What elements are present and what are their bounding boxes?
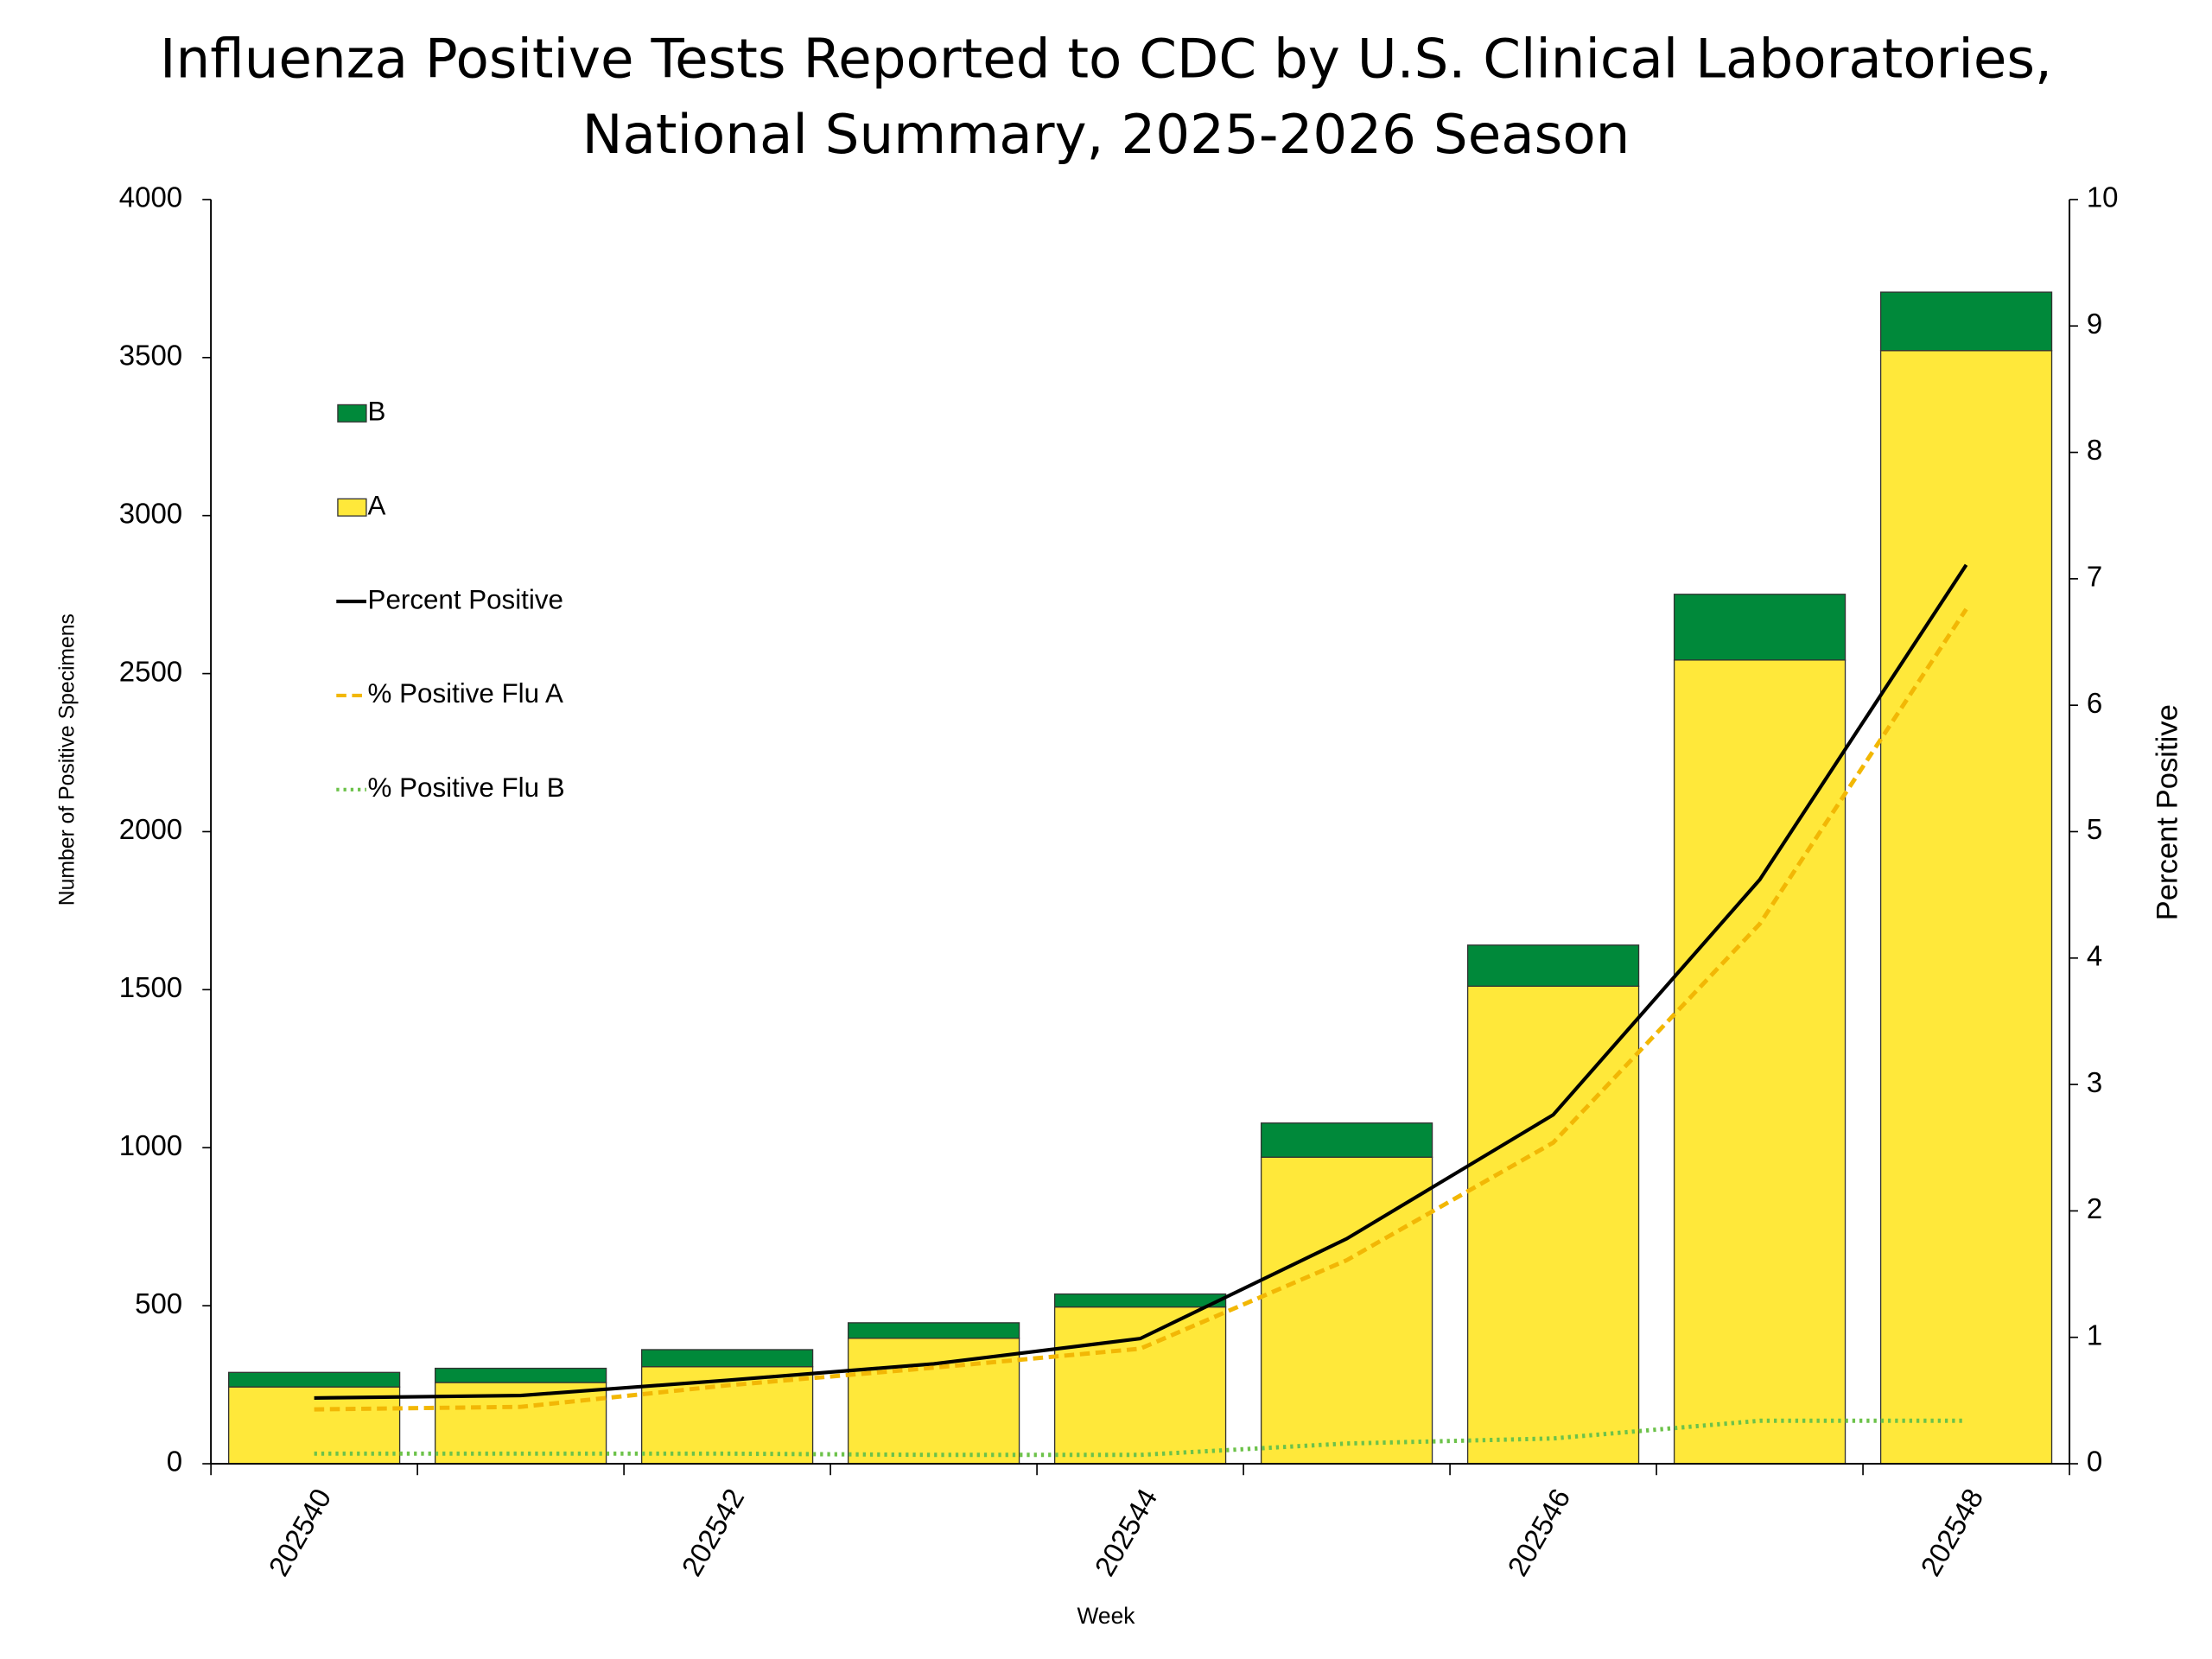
x-tick-label: 202546: [1501, 1483, 1576, 1581]
legend-label: % Positive Flu A: [368, 678, 563, 709]
y2-tick-label: 5: [2087, 813, 2102, 845]
y-tick-label: 2000: [119, 813, 182, 845]
y-tick-label: 500: [135, 1287, 182, 1319]
legend-label: A: [368, 490, 386, 520]
y2-tick-label: 10: [2087, 181, 2119, 213]
y2-axis-label: Percent Positive: [2152, 704, 2184, 920]
y2-tick-label: 4: [2087, 940, 2102, 972]
line: [314, 607, 1968, 1412]
bar: [1879, 350, 2053, 1465]
y2-tick-label: 9: [2087, 308, 2102, 340]
x-tick-label: 202544: [1088, 1483, 1163, 1581]
y-tick-label: 2500: [119, 655, 182, 687]
y-axis-label: Number of Positive Specimens: [56, 613, 79, 906]
y2-tick-label: 7: [2087, 561, 2102, 593]
y-tick-label: 4000: [119, 181, 182, 213]
y2-tick-label: 0: [2087, 1446, 2102, 1478]
bar: [1879, 291, 2053, 352]
bar: [227, 1371, 401, 1388]
y2-tick-label: 6: [2087, 687, 2102, 719]
y-tick-label: 1500: [119, 971, 182, 1003]
y2-tick-label: 2: [2087, 1192, 2102, 1224]
y2-tick-label: 1: [2087, 1319, 2102, 1351]
y2-tick-label: 8: [2087, 434, 2102, 466]
x-tick-label: 202540: [262, 1483, 337, 1581]
chart-title: Influenza Positive Tests Reported to CDC…: [160, 28, 2052, 91]
y-tick-label: 1000: [119, 1129, 182, 1161]
line: [314, 563, 1968, 1401]
bar: [1466, 985, 1640, 1465]
bar: [1053, 1293, 1227, 1308]
bar: [434, 1367, 607, 1383]
x-tick-label: 202548: [1914, 1483, 1989, 1581]
y-tick-label: 3500: [119, 340, 182, 372]
bar: [1260, 1156, 1433, 1465]
y-tick-label: 3000: [119, 497, 182, 529]
bar: [847, 1338, 1020, 1465]
legend-swatch: [337, 404, 367, 423]
y-tick-label: 0: [167, 1446, 182, 1478]
bar: [1053, 1306, 1227, 1465]
legend-label: % Positive Flu B: [368, 772, 565, 803]
bar: [1673, 594, 1847, 661]
bar: [227, 1386, 401, 1465]
chart-title: National Summary, 2025-2026 Season: [582, 103, 1630, 166]
bar: [1260, 1122, 1433, 1158]
line: [314, 1418, 1967, 1458]
legend-swatch: [337, 498, 367, 517]
bar: [640, 1349, 814, 1368]
x-axis-label: Week: [1077, 1603, 1136, 1629]
bar: [1673, 659, 1847, 1465]
x-tick-label: 202542: [675, 1483, 750, 1581]
legend-label: B: [368, 397, 386, 427]
y2-tick-label: 3: [2087, 1066, 2102, 1098]
bar: [847, 1322, 1020, 1339]
bar: [1466, 944, 1640, 987]
legend-label: Percent Positive: [368, 584, 563, 614]
